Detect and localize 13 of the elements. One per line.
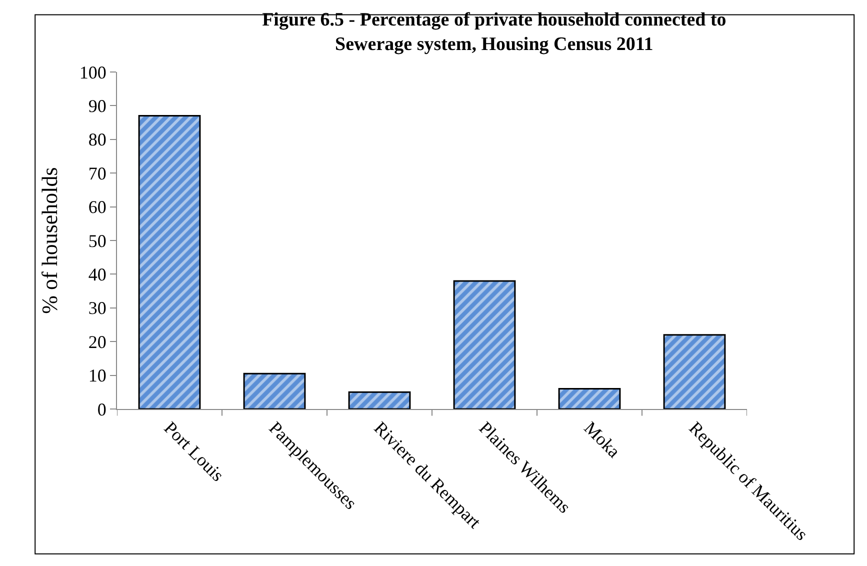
y-tick-label: 10	[88, 366, 106, 386]
y-tick-label: 100	[79, 62, 106, 82]
y-tick-label: 90	[88, 96, 106, 116]
y-tick-label: 40	[88, 264, 106, 284]
y-tick-label: 30	[88, 298, 106, 318]
y-axis-title: % of households	[37, 167, 62, 314]
y-tick-label: 0	[97, 399, 106, 420]
y-tick-label: 70	[88, 163, 106, 184]
y-tick-label: 20	[88, 332, 106, 352]
y-tick-label: 80	[88, 130, 106, 150]
chart-title: Figure 6.5 - Percentage of private household connected to Sewerage system, Housing Census 2011	[262, 9, 726, 56]
y-tick-label: 60	[88, 197, 106, 218]
y-tick-label: 50	[88, 230, 106, 251]
